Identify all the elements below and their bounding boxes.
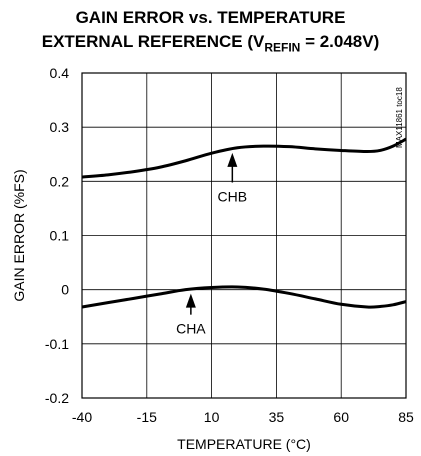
chart-title-line-1: GAIN ERROR vs. TEMPERATURE bbox=[75, 8, 346, 27]
series-line-cha bbox=[81, 285, 407, 309]
part-id-label: MAX11861 toc18 bbox=[395, 87, 404, 148]
y-tick-label: 0.1 bbox=[50, 228, 70, 244]
title-line-2-suffix: = 2.048V) bbox=[300, 32, 380, 51]
annotation-arrowhead bbox=[227, 152, 238, 167]
x-axis-label: TEMPERATURE (°C) bbox=[177, 436, 311, 452]
annotation-label: CHB bbox=[218, 189, 248, 205]
series-line-chb bbox=[81, 137, 407, 179]
y-tick-label: 0 bbox=[61, 282, 69, 298]
title-line-2-subscript: REFIN bbox=[264, 40, 301, 55]
series-group bbox=[81, 137, 407, 309]
y-axis-label: GAIN ERROR (%FS) bbox=[11, 169, 27, 301]
x-tick-label: 60 bbox=[333, 409, 349, 425]
x-tick-labels: -40 -15 10 35 60 85 bbox=[72, 409, 414, 425]
chart-title-line-2: EXTERNAL REFERENCE (VREFIN = 2.048V) bbox=[0, 32, 421, 54]
x-tick-label: 85 bbox=[398, 409, 414, 425]
y-tick-label: 0.4 bbox=[50, 65, 70, 81]
grid-lines bbox=[81, 72, 407, 399]
annotation-arrowhead bbox=[185, 293, 196, 308]
x-tick-label: 35 bbox=[269, 409, 285, 425]
title-line-2-prefix: EXTERNAL REFERENCE (V bbox=[41, 32, 265, 51]
annotation-label: CHA bbox=[176, 321, 206, 337]
annotations-group: CHB CHA bbox=[176, 152, 248, 337]
y-tick-label: 0.2 bbox=[50, 173, 70, 189]
y-tick-label: -0.2 bbox=[45, 390, 69, 406]
y-tick-label: -0.1 bbox=[45, 336, 69, 352]
x-tick-label: -40 bbox=[72, 409, 92, 425]
y-tick-labels: -0.2 -0.1 0 0.1 0.2 0.3 0.4 bbox=[45, 65, 69, 406]
x-tick-label: -15 bbox=[137, 409, 157, 425]
x-tick-label: 10 bbox=[204, 409, 220, 425]
plot-frame bbox=[81, 72, 407, 399]
y-tick-label: 0.3 bbox=[50, 119, 70, 135]
